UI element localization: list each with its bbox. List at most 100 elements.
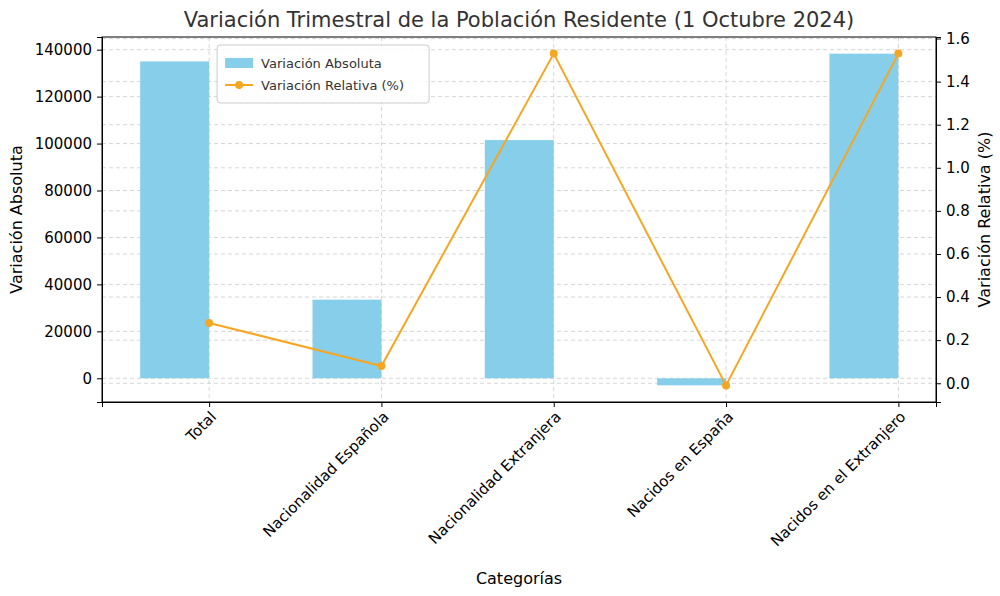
tick: 140000	[35, 41, 102, 59]
bar	[312, 300, 381, 379]
tick-label: 0.8	[946, 202, 970, 220]
chart-title: Variación Trimestral de la Población Res…	[184, 8, 855, 32]
tick: 0.8	[936, 202, 970, 220]
bar	[829, 54, 898, 379]
grid-line-y2	[102, 383, 936, 384]
axis-line	[103, 403, 937, 408]
tick-mark	[936, 125, 941, 126]
tick: 0.2	[936, 331, 970, 349]
tick-mark	[936, 297, 941, 298]
tick: 120000	[35, 88, 102, 106]
tick: 60000	[44, 229, 102, 247]
tick: 1.4	[936, 73, 970, 91]
tick: 0.4	[936, 288, 970, 306]
tick-mark	[97, 191, 102, 192]
x-axis: Total Nacionalidad EspañolaNacionalidad E…	[103, 402, 937, 550]
legend-marker	[235, 81, 243, 89]
tick: 20000	[44, 323, 102, 341]
tick-label: 1.2	[946, 116, 970, 134]
tick-label: Nacidos en España	[624, 408, 737, 521]
tick: 40000	[44, 276, 102, 294]
tick: Nacionalidad Española	[259, 402, 392, 541]
tick: 80000	[44, 182, 102, 200]
tick-label: 1.6	[946, 30, 970, 48]
tick-label: 20000	[44, 323, 92, 341]
tick: 1.2	[936, 116, 970, 134]
tick: Nacidos en el Extranjero	[767, 402, 909, 550]
tick: 1.6	[936, 30, 970, 48]
marker	[722, 381, 730, 389]
tick: Nacidos en España	[624, 402, 737, 521]
chart-container: 0200004000060000800001000001200001400000…	[0, 0, 1000, 596]
tick-mark	[936, 39, 941, 40]
tick-mark	[898, 402, 899, 407]
tick: 0.6	[936, 245, 970, 263]
grid-line-y2	[102, 38, 936, 39]
plot-frame	[102, 37, 936, 402]
tick-mark	[209, 402, 210, 407]
legend-label: Variación Relativa (%)	[261, 78, 404, 93]
tick-label: 0.2	[946, 331, 970, 349]
marker	[894, 50, 902, 58]
tick-mark	[97, 237, 102, 238]
tick-label: Nacionalidad Española	[259, 408, 392, 541]
tick-mark	[936, 340, 941, 341]
tick-label: Total	[182, 408, 220, 446]
tick-label: 140000	[35, 41, 92, 59]
axis-line	[937, 38, 942, 403]
tick: 1.0	[936, 159, 970, 177]
tick-mark	[97, 331, 102, 332]
tick-label: 40000	[44, 276, 92, 294]
legend: Variación Absoluta Variación Relativa (%)	[217, 45, 429, 103]
tick-label: 1.0	[946, 159, 970, 177]
tick-label: 120000	[35, 88, 92, 106]
tick-mark	[97, 97, 102, 98]
grid-line-y2	[102, 124, 936, 125]
tick-mark	[936, 168, 941, 169]
bar	[657, 378, 726, 385]
tick: 100000	[35, 135, 102, 153]
tick-mark	[936, 254, 941, 255]
legend-box	[217, 45, 429, 103]
tick: 0.0	[936, 375, 970, 393]
tick-label: 60000	[44, 229, 92, 247]
marker	[205, 319, 213, 327]
tick-mark	[97, 378, 102, 379]
tick-label: Nacidos en el Extranjero	[767, 408, 909, 550]
tick-mark	[381, 402, 382, 407]
x-axis-title: Categorías	[476, 569, 562, 588]
tick-mark	[554, 402, 555, 407]
y2-axis-title: Variación Relativa (%)	[975, 132, 994, 308]
tick-mark	[97, 50, 102, 51]
marker	[377, 362, 385, 370]
grid-line-x	[726, 37, 727, 402]
marker	[550, 50, 558, 58]
tick-label: 1.4	[946, 73, 970, 91]
tick-mark	[97, 144, 102, 145]
tick-label: 0.6	[946, 245, 970, 263]
y-axis-title: Variación Absoluta	[7, 145, 26, 293]
legend-swatch	[225, 58, 253, 68]
bar	[485, 140, 554, 378]
tick-mark	[936, 383, 941, 384]
y2-axis: 0.0 0.2 0.4 0.6 0.8 1.0 1.2 1.4 1.6	[936, 30, 970, 403]
bar	[140, 61, 209, 378]
tick-mark	[936, 82, 941, 83]
grid	[102, 37, 936, 402]
tick-label: 100000	[35, 135, 92, 153]
tick-label: 80000	[44, 182, 92, 200]
tick: Total	[182, 402, 220, 446]
tick-mark	[726, 402, 727, 407]
tick-label: 0.4	[946, 288, 970, 306]
tick-label: 0.0	[946, 375, 970, 393]
tick-label: 0	[82, 370, 92, 388]
tick-mark	[936, 211, 941, 212]
chart-svg: 0200004000060000800001000001200001400000…	[0, 0, 1000, 596]
tick-label: Nacionalidad Extranjera	[425, 408, 565, 548]
legend-label: Variación Absoluta	[261, 56, 382, 71]
tick: 0	[82, 370, 102, 388]
axis-line	[97, 38, 103, 403]
y-axis: 0 20000 40000 60000 80000 100000 120000 140000	[35, 38, 103, 403]
plot: 0200004000060000800001000001200001400000…	[35, 30, 970, 550]
tick-mark	[97, 284, 102, 285]
